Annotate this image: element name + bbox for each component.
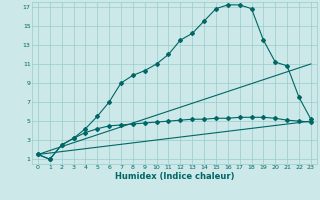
X-axis label: Humidex (Indice chaleur): Humidex (Indice chaleur): [115, 172, 234, 181]
